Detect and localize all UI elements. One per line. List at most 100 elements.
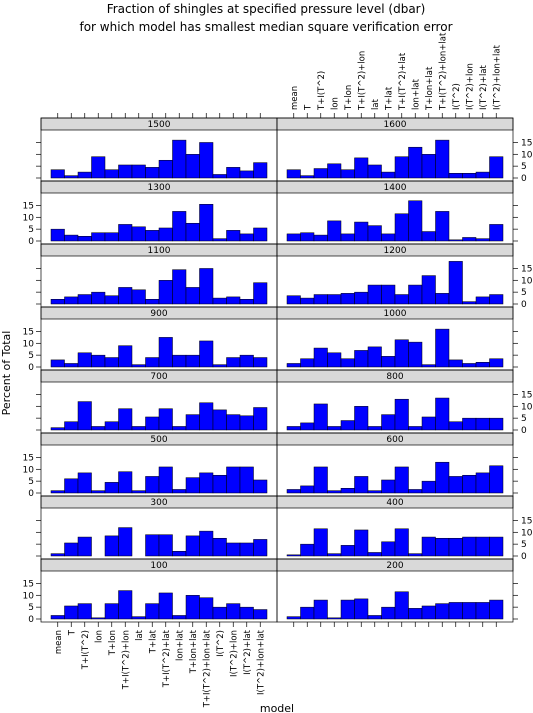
bar-T+I(T^2)+lon+lat xyxy=(199,142,214,179)
bar-lon+lat xyxy=(408,553,423,557)
bar-T+lon xyxy=(104,232,119,242)
bar-T+I(T^2)+lon+lat xyxy=(199,340,214,368)
y-tick-label: 15 xyxy=(521,516,532,526)
bar-T+I(T^2) xyxy=(77,472,92,494)
bar-I(T^2)+lon+lat xyxy=(489,294,504,305)
bar-T xyxy=(300,175,315,179)
bar-I(T^2) xyxy=(448,239,463,242)
bar-T+lat xyxy=(145,299,160,305)
bar-mean xyxy=(286,616,301,620)
panel-800: 800 0 5 10 15 xyxy=(276,369,533,436)
y-tick-label: 0 xyxy=(28,363,34,373)
panel-border xyxy=(276,117,514,182)
bar-T xyxy=(300,543,315,557)
chart-title: Fraction of shingles at specified pressu… xyxy=(107,2,426,16)
bar-T+I(T^2)+lon+lat xyxy=(199,268,214,305)
bar-I(T^2)+lat xyxy=(475,362,490,368)
bar-T+lon+lat xyxy=(185,287,200,305)
bar-lon xyxy=(91,291,106,305)
bar-T+I(T^2)+lat xyxy=(158,159,173,179)
panel-strip-label: 100 xyxy=(150,561,167,571)
panel-strip-label: 1500 xyxy=(148,120,171,130)
bar-T+lat xyxy=(145,167,160,179)
panel-400: 400 0 5 10 15 xyxy=(276,495,533,562)
bar-mean xyxy=(286,426,301,431)
y-tick-label: 5 xyxy=(28,603,34,613)
bar-T+I(T^2)+lon+lat xyxy=(199,530,214,557)
y-tick-label: 5 xyxy=(521,540,527,550)
bar-I(T^2)+lat xyxy=(475,417,490,431)
bar-I(T^2)+lon+lat xyxy=(253,479,268,494)
bar-T+I(T^2)+lon+lat xyxy=(199,204,214,242)
bar-T+lon xyxy=(104,169,119,179)
bar-T+lon+lat xyxy=(421,536,436,557)
bar-lon xyxy=(91,354,106,368)
bar-T+I(T^2)+lon xyxy=(354,291,369,305)
bar-T+I(T^2)+lat xyxy=(394,591,409,620)
bar-I(T^2) xyxy=(448,359,463,368)
bar-I(T^2)+lon+lat xyxy=(253,227,268,242)
bar-I(T^2)+lon+lat xyxy=(253,357,268,368)
panel-strip-label: 1200 xyxy=(384,246,407,256)
bar-I(T^2)+lon xyxy=(462,173,477,179)
bar-lat xyxy=(367,426,382,431)
bar-T+lon+lat xyxy=(185,154,200,179)
x-tick-label-T+I(T^2)+lon: T+I(T^2)+lon xyxy=(121,630,131,690)
bar-lat xyxy=(131,226,146,242)
y-tick-label: 5 xyxy=(28,225,34,235)
bar-T+lat xyxy=(145,476,160,494)
bar-lon xyxy=(91,232,106,242)
bar-I(T^2)+lon xyxy=(226,466,241,494)
bar-T+lon xyxy=(340,293,355,305)
panel-500: 500 0 5 10 15 xyxy=(23,432,278,499)
y-tick-label: 0 xyxy=(521,552,527,562)
bar-lon xyxy=(91,617,106,620)
bar-I(T^2)+lat xyxy=(475,296,490,305)
y-tick-label: 10 xyxy=(521,402,533,412)
bar-I(T^2) xyxy=(448,421,463,431)
bar-lon+lat xyxy=(172,354,187,368)
x-axis-label: model xyxy=(260,702,294,713)
bar-T+lon xyxy=(104,535,119,557)
bar-I(T^2)+lat xyxy=(239,354,254,368)
bar-I(T^2) xyxy=(212,409,227,431)
bar-T xyxy=(64,478,79,494)
panel-200: 200 xyxy=(276,558,518,623)
bar-lat xyxy=(131,164,146,179)
bar-lat xyxy=(131,289,146,305)
y-tick-label: 5 xyxy=(28,351,34,361)
bar-lon+lat xyxy=(408,200,423,242)
bar-T+I(T^2) xyxy=(77,352,92,368)
bar-T xyxy=(64,605,79,620)
bar-I(T^2)+lat xyxy=(239,542,254,557)
y-tick-label: 0 xyxy=(28,615,34,625)
y-tick-label: 15 xyxy=(521,390,532,400)
bar-lat xyxy=(367,490,382,494)
y-tick-label: 0 xyxy=(521,174,527,184)
bar-I(T^2) xyxy=(212,174,227,179)
panel-strip-label: 400 xyxy=(386,498,403,508)
y-tick-label: 10 xyxy=(23,339,35,349)
bar-T+I(T^2)+lon xyxy=(354,406,369,431)
bar-mean xyxy=(286,554,301,557)
bar-T+lon xyxy=(104,482,119,494)
bar-T+lon+lat xyxy=(185,354,200,368)
y-tick-label: 15 xyxy=(23,453,34,463)
bar-T+I(T^2) xyxy=(77,294,92,305)
bar-T+lon xyxy=(340,169,355,179)
bar-mean xyxy=(50,359,65,368)
x-tick-label-lon+lat: lon+lat xyxy=(411,78,421,110)
panel-strip-label: 1000 xyxy=(384,309,407,319)
bar-T+I(T^2)+lat xyxy=(158,337,173,368)
x-tick-label-T+lon+lat: T+lon+lat xyxy=(425,66,435,111)
x-tick-label-T+I(T^2)+lat: T+I(T^2)+lat xyxy=(398,52,408,111)
bar-T+I(T^2)+lat xyxy=(158,534,173,557)
panel-1400: 1400 xyxy=(276,180,518,245)
bar-T+lat xyxy=(381,284,396,305)
bar-T xyxy=(64,421,79,431)
bar-T+I(T^2)+lat xyxy=(394,156,409,179)
bar-T+I(T^2)+lat xyxy=(158,227,173,242)
y-tick-label: 10 xyxy=(521,276,533,286)
y-tick-label: 10 xyxy=(521,150,533,160)
panel-1000: 1000 xyxy=(276,306,518,371)
